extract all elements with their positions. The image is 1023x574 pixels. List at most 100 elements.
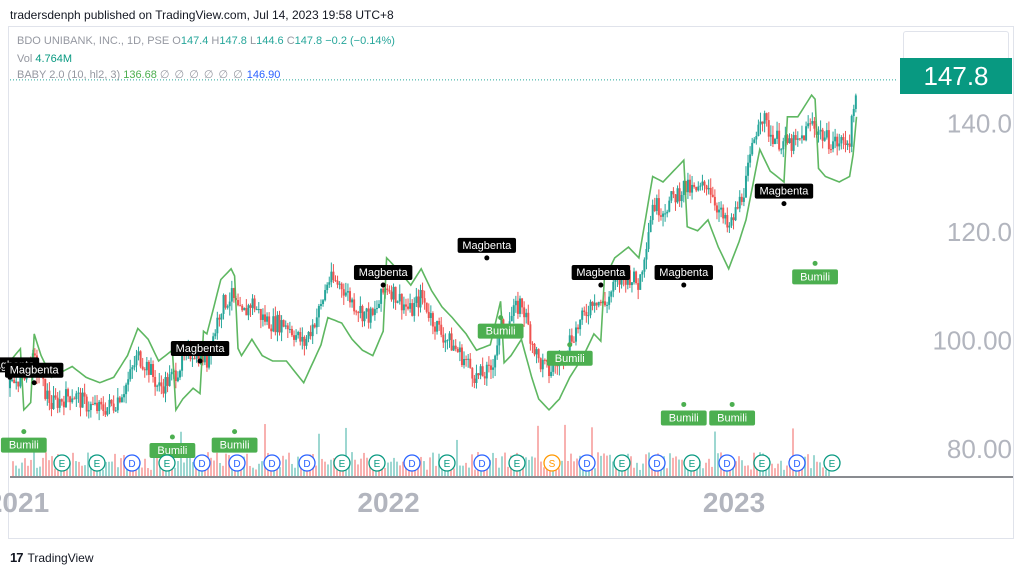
candle <box>214 333 217 337</box>
candle <box>363 311 366 322</box>
candle <box>757 124 760 136</box>
volume-legend: Vol 4.764M <box>17 53 72 65</box>
publisher-info: tradersdenph published on TradingView.co… <box>10 8 394 22</box>
signal-marker <box>21 429 27 435</box>
volume-bar <box>120 458 122 476</box>
volume-bar <box>354 459 356 476</box>
volume-bar <box>36 467 38 476</box>
volume-bar <box>255 469 257 476</box>
volume-bar <box>567 460 569 476</box>
volume-bar <box>453 468 455 476</box>
signal-marker <box>567 342 573 348</box>
volume-bar <box>39 466 41 476</box>
candle <box>11 379 14 381</box>
volume-bar <box>420 456 422 476</box>
candle <box>811 121 814 124</box>
x-tick-label: 2023 <box>703 487 765 518</box>
candle <box>114 410 117 412</box>
candle <box>510 315 513 322</box>
volume-bar <box>390 461 392 476</box>
candle <box>17 381 20 387</box>
candle <box>724 215 727 219</box>
candle <box>160 382 163 387</box>
y-tick-label: 80.00 <box>947 434 1012 464</box>
volume-bar <box>81 465 83 476</box>
volume-bar <box>126 468 128 476</box>
volume-bar <box>468 467 470 476</box>
volume-bar <box>615 468 617 476</box>
candle <box>668 200 671 212</box>
event-badge-letter: E <box>164 459 171 470</box>
volume-bar <box>225 453 227 476</box>
candle <box>829 149 832 151</box>
volume-bar <box>732 464 734 476</box>
volume-bar <box>708 458 710 476</box>
volume-bar <box>429 457 431 476</box>
vol-label[interactable]: Vol <box>17 53 33 65</box>
event-badge-letter: D <box>478 459 485 470</box>
candle <box>657 198 660 216</box>
candle <box>228 301 231 307</box>
event-badge <box>718 454 736 472</box>
candle <box>359 306 362 314</box>
candle <box>647 232 650 249</box>
candle <box>838 143 841 147</box>
candle <box>583 310 586 312</box>
volume-bar <box>360 458 362 476</box>
candle <box>556 365 559 367</box>
candle <box>85 396 88 412</box>
candle <box>496 345 499 356</box>
volume-bar <box>792 428 794 476</box>
candle <box>641 271 644 275</box>
candle <box>208 355 211 368</box>
candle <box>659 215 662 217</box>
candle <box>125 384 128 395</box>
candle <box>460 347 463 366</box>
buy-label <box>792 269 838 285</box>
candle <box>492 367 495 370</box>
event-badge-letter: E <box>514 459 521 470</box>
candle <box>701 181 704 186</box>
indicator-label[interactable]: BABY 2.0 (10, hl2, 3) <box>17 69 121 81</box>
candle <box>516 300 519 314</box>
sell-label <box>170 341 230 357</box>
candle <box>452 345 455 351</box>
candle <box>458 347 461 353</box>
candle <box>54 395 57 398</box>
symbol-name[interactable]: BDO UNIBANK, INC., 1D, PSE <box>17 35 170 47</box>
volume-bar <box>735 461 737 476</box>
candle <box>108 399 111 408</box>
x-tick-label: 2022 <box>357 487 419 518</box>
volume-bar <box>351 452 353 476</box>
candle <box>220 313 223 320</box>
volume-bar <box>381 467 383 476</box>
candle <box>423 298 426 303</box>
volume-bar <box>138 465 140 476</box>
candle <box>413 302 416 316</box>
volume-bar <box>264 424 266 476</box>
volume-bar <box>417 464 419 476</box>
candle <box>591 301 594 306</box>
signal-label-text: Bumili <box>220 440 250 452</box>
candle <box>348 291 351 303</box>
candle <box>91 403 94 405</box>
volume-bar <box>642 463 644 476</box>
volume-bar <box>234 468 236 476</box>
volume-bar <box>270 468 272 476</box>
volume-bar <box>711 466 713 476</box>
event-badge <box>53 454 71 472</box>
volume-bar <box>804 456 806 476</box>
candle <box>270 328 273 332</box>
candle <box>120 397 123 403</box>
candle <box>707 187 710 190</box>
volume-bar <box>30 459 32 476</box>
indicator-value-2: 146.90 <box>246 69 281 81</box>
candle <box>168 374 171 386</box>
candle <box>373 309 376 315</box>
candle <box>73 398 76 400</box>
signal-marker <box>232 429 238 435</box>
candle <box>666 211 669 214</box>
candle <box>398 293 401 302</box>
volume-bar <box>342 468 344 476</box>
